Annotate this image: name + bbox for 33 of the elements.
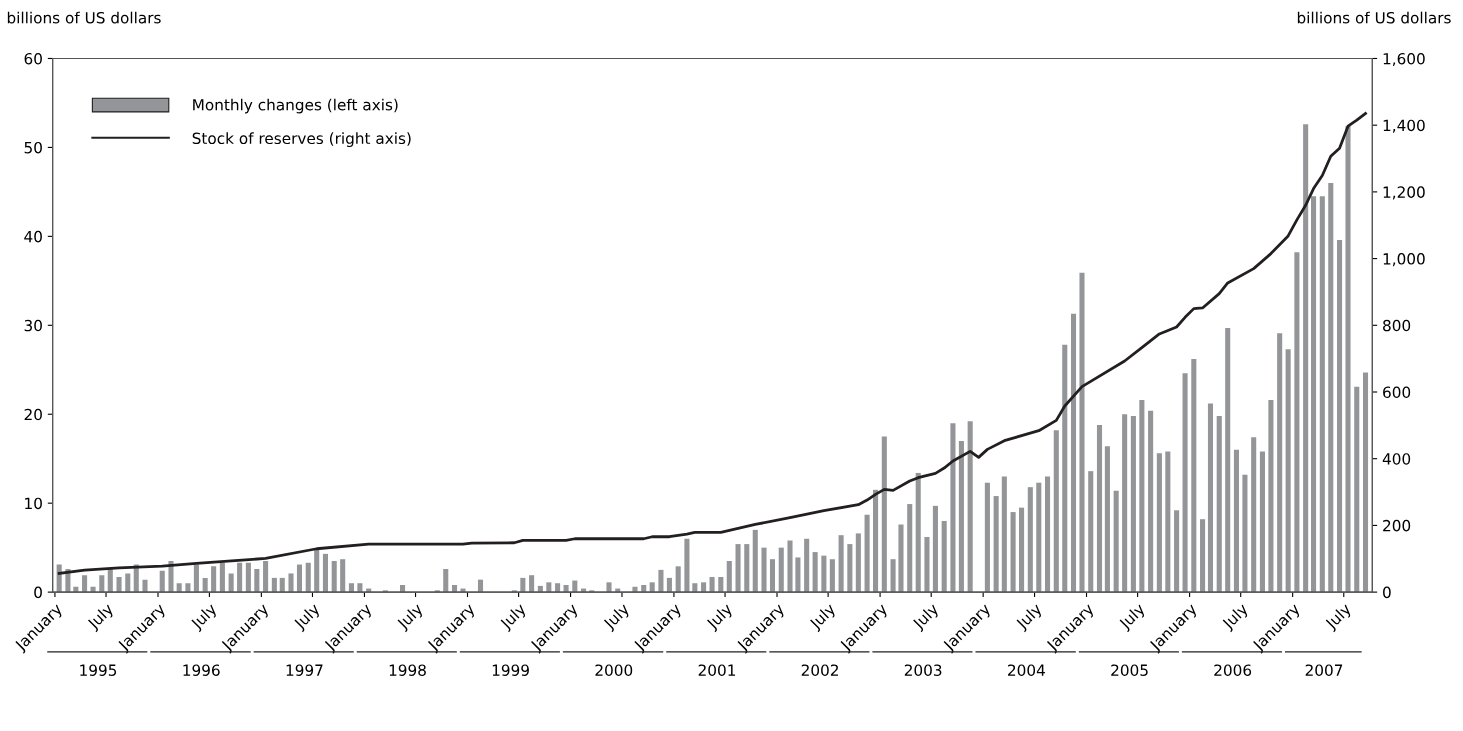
y-tick-label: 40 (24, 230, 42, 243)
legend-label: Monthly changes (left axis) (193, 98, 398, 114)
text: 2004 (1008, 664, 1045, 676)
y2-tick-label: 600 (1383, 386, 1411, 399)
text: 2000 (595, 664, 633, 676)
text: 1999 (492, 664, 529, 676)
text: 2007 (1305, 664, 1343, 676)
y2-tick-label: 200 (1383, 519, 1411, 532)
y2-axis-title: billions of US dollars (1297, 11, 1451, 24)
y-tick-label: 0 (34, 586, 42, 599)
text: 1997 (286, 664, 323, 676)
y2-tick-label: 800 (1383, 319, 1411, 332)
y-axis-title: billions of US dollars (7, 11, 161, 24)
y-tick-label: 60 (24, 52, 42, 65)
y2-tick-label: 400 (1382, 453, 1411, 465)
text: 1998 (389, 664, 426, 676)
y-tick-label: 10 (25, 497, 42, 510)
text: 2005 (1111, 664, 1148, 676)
y2-tick-label: 1,600 (1383, 52, 1425, 67)
text: 2003 (904, 664, 942, 676)
y-tick-label: 30 (24, 319, 42, 332)
text: 2001 (698, 664, 736, 676)
y2-tick-label: 1,000 (1383, 253, 1425, 267)
y2-tick-label: 1,400 (1383, 119, 1425, 133)
y2-tick-label: 1,200 (1383, 186, 1425, 200)
legend-label: Stock of reserves (right axis) (192, 132, 411, 148)
y-tick-label: 20 (24, 408, 42, 421)
text: 2002 (801, 664, 838, 676)
text: 2006 (1214, 664, 1252, 676)
text: 1995 (80, 664, 117, 676)
text: 1996 (183, 664, 220, 676)
y2-tick-label: 0 (1383, 586, 1391, 599)
y-tick-label: 50 (24, 141, 42, 154)
